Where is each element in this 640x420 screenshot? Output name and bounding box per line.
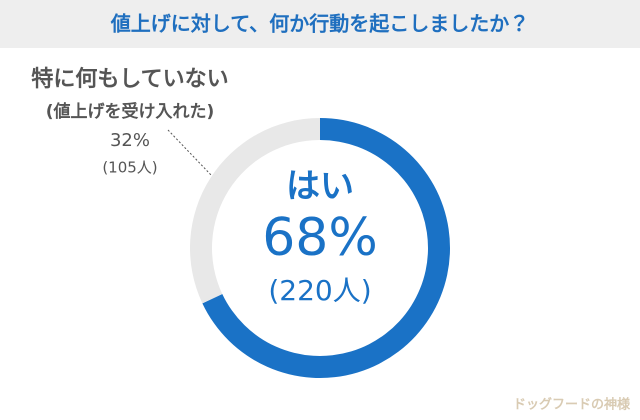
watermark: ドッグフードの神様 — [513, 397, 631, 413]
count-label: (105人) — [102, 159, 157, 177]
slice-label: 特に何もしていない — [31, 66, 228, 92]
leader-line — [167, 129, 213, 177]
value-label: 68% — [262, 208, 378, 268]
slice-label: はい — [286, 167, 354, 207]
value-label: 32% — [110, 130, 150, 151]
donut-slice — [189, 118, 320, 304]
header-band — [0, 0, 640, 48]
slice-note: (値上げを受け入れた) — [46, 101, 215, 122]
chart-title: 値上げに対して、何か行動を起こしましたか？ — [110, 12, 529, 36]
count-label: (220人) — [268, 274, 371, 307]
